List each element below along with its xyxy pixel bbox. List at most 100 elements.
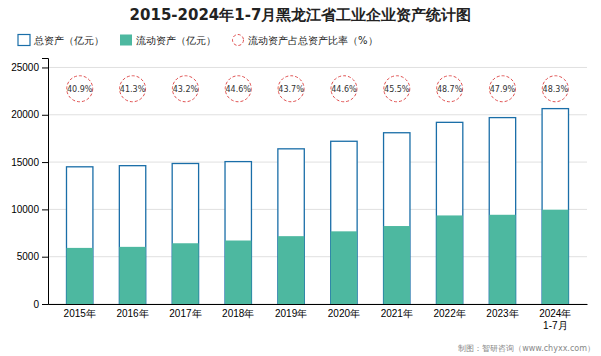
- bar: [542, 109, 568, 304]
- bar: [225, 162, 251, 304]
- x-tick-label: 2016年: [116, 308, 148, 319]
- x-tick-label: 2024年1-7月: [539, 308, 571, 331]
- ratio-circle: [225, 76, 251, 102]
- data-label: 48.3%: [543, 85, 569, 94]
- bar: [66, 248, 92, 304]
- data-label: 43.2%: [173, 85, 199, 94]
- x-tick-label: 2020年: [328, 308, 360, 319]
- bar: [119, 166, 145, 304]
- bar: [331, 231, 357, 304]
- y-tick-mark: [42, 304, 48, 305]
- ratio-circle: [278, 76, 304, 102]
- grid-line: [48, 67, 587, 68]
- x-tick-label: 2022年: [433, 308, 465, 319]
- y-tick-label: 15000: [11, 157, 39, 168]
- legend-label: 流动资产（亿元）: [136, 35, 216, 46]
- x-tick: 2022年: [433, 304, 465, 319]
- bar: [225, 241, 251, 304]
- y-tick-label: 10000: [11, 204, 39, 215]
- x-tick-label: 2017年: [169, 308, 201, 319]
- y-tick-mark: [42, 115, 48, 116]
- y-tick-mark: [42, 257, 48, 258]
- bar: [119, 247, 145, 304]
- legend-item: 流动资产（亿元）: [120, 35, 216, 46]
- x-tick: 2018年: [222, 304, 254, 319]
- y-tick: 0: [33, 299, 48, 310]
- x-tick: 2024年1-7月: [539, 304, 571, 331]
- data-label: 44.6%: [226, 85, 252, 94]
- bar: [436, 215, 462, 304]
- bar: [278, 236, 304, 304]
- ratio-circle: [120, 76, 146, 102]
- bar: [278, 149, 304, 304]
- y-tick: 25000: [11, 62, 48, 73]
- x-tick: 2016年: [116, 304, 148, 319]
- bar: [542, 210, 568, 304]
- data-label: 40.9%: [67, 85, 93, 94]
- y-tick-label: 20000: [11, 109, 39, 120]
- bar: [331, 141, 357, 304]
- bar: [489, 118, 515, 304]
- y-tick: 20000: [11, 109, 48, 120]
- grid: [48, 67, 587, 304]
- legend-label: 总资产（亿元）: [33, 35, 104, 46]
- data-labels: 40.9% 41.3% 43.2% 44.6% 43.7% 44.6% 45.5% 48.7%…: [67, 85, 568, 94]
- bar: [489, 215, 515, 304]
- bar: [436, 122, 462, 304]
- ratio-circle: [489, 76, 515, 102]
- bar-series: [66, 109, 568, 304]
- x-tick-label: 2021年: [381, 308, 413, 319]
- bar: [384, 133, 410, 304]
- y-tick-label: 25000: [11, 62, 39, 73]
- bar: [66, 167, 92, 304]
- data-label: 41.3%: [120, 85, 146, 94]
- ratio-circle: [384, 76, 410, 102]
- footer: 制图：智研咨询（www.chyxx.com）: [458, 344, 595, 353]
- chart: 2015-2024年1-7月黑龙江省工业企业资产统计图 0 5000 10000 150…: [0, 0, 601, 356]
- ratio-circle: [67, 76, 93, 102]
- legend-swatch: [18, 35, 30, 46]
- bar: [384, 226, 410, 304]
- x-tick-label: 2023年: [486, 308, 518, 319]
- data-label: 43.7%: [278, 85, 304, 94]
- y-axis-line: [42, 59, 49, 305]
- y-tick: 10000: [11, 204, 48, 215]
- ratio-circle: [172, 76, 198, 102]
- data-label: 47.9%: [490, 85, 516, 94]
- x-axis: 2015年 2016年 2017年 2018年 2019年 2020年 2021年 2022年…: [49, 304, 588, 331]
- y-tick-mark: [42, 209, 48, 210]
- title: 2015-2024年1-7月黑龙江省工业企业资产统计图: [130, 6, 472, 24]
- bar: [172, 163, 198, 304]
- legend-item: 流动资产占总资产比率（%）: [233, 35, 378, 46]
- ratio-circles: [67, 76, 569, 102]
- x-tick-label: 2015年: [64, 308, 96, 319]
- y-tick-label: 0: [33, 299, 39, 310]
- data-label: 48.7%: [437, 85, 463, 94]
- y-tick: 5000: [17, 251, 48, 262]
- x-tick: 2020年: [328, 304, 360, 319]
- marks: [66, 76, 568, 304]
- data-label: 44.6%: [331, 85, 357, 94]
- ratio-circle: [437, 76, 463, 102]
- legend-swatch: [233, 35, 244, 46]
- ratio-circle: [542, 76, 568, 102]
- x-axis-line: [49, 304, 588, 305]
- y-tick-mark: [42, 67, 48, 68]
- y-tick-mark: [42, 162, 48, 163]
- plot: 0 5000 10000 15000 20000 25000 2015年 2016年 2017年…: [11, 59, 587, 331]
- x-tick: 2017年: [169, 304, 201, 319]
- y-tick: 15000: [11, 157, 48, 168]
- y-tick-label: 5000: [17, 251, 40, 262]
- x-tick: 2019年: [275, 304, 307, 319]
- legend-swatch: [120, 35, 132, 46]
- grid-line: [48, 114, 587, 115]
- ratio-circle: [331, 76, 357, 102]
- legend-label: 流动资产占总资产比率（%）: [248, 35, 378, 46]
- legend: 总资产（亿元） 流动资产（亿元） 流动资产占总资产比率（%）: [18, 35, 378, 46]
- x-tick: 2023年: [486, 304, 518, 319]
- bar-series: [66, 210, 568, 304]
- data-label: 45.5%: [384, 85, 410, 94]
- x-tick-label: 2018年: [222, 308, 254, 319]
- y-axis: 0 5000 10000 15000 20000 25000: [11, 59, 48, 310]
- x-tick: 2021年: [381, 304, 413, 319]
